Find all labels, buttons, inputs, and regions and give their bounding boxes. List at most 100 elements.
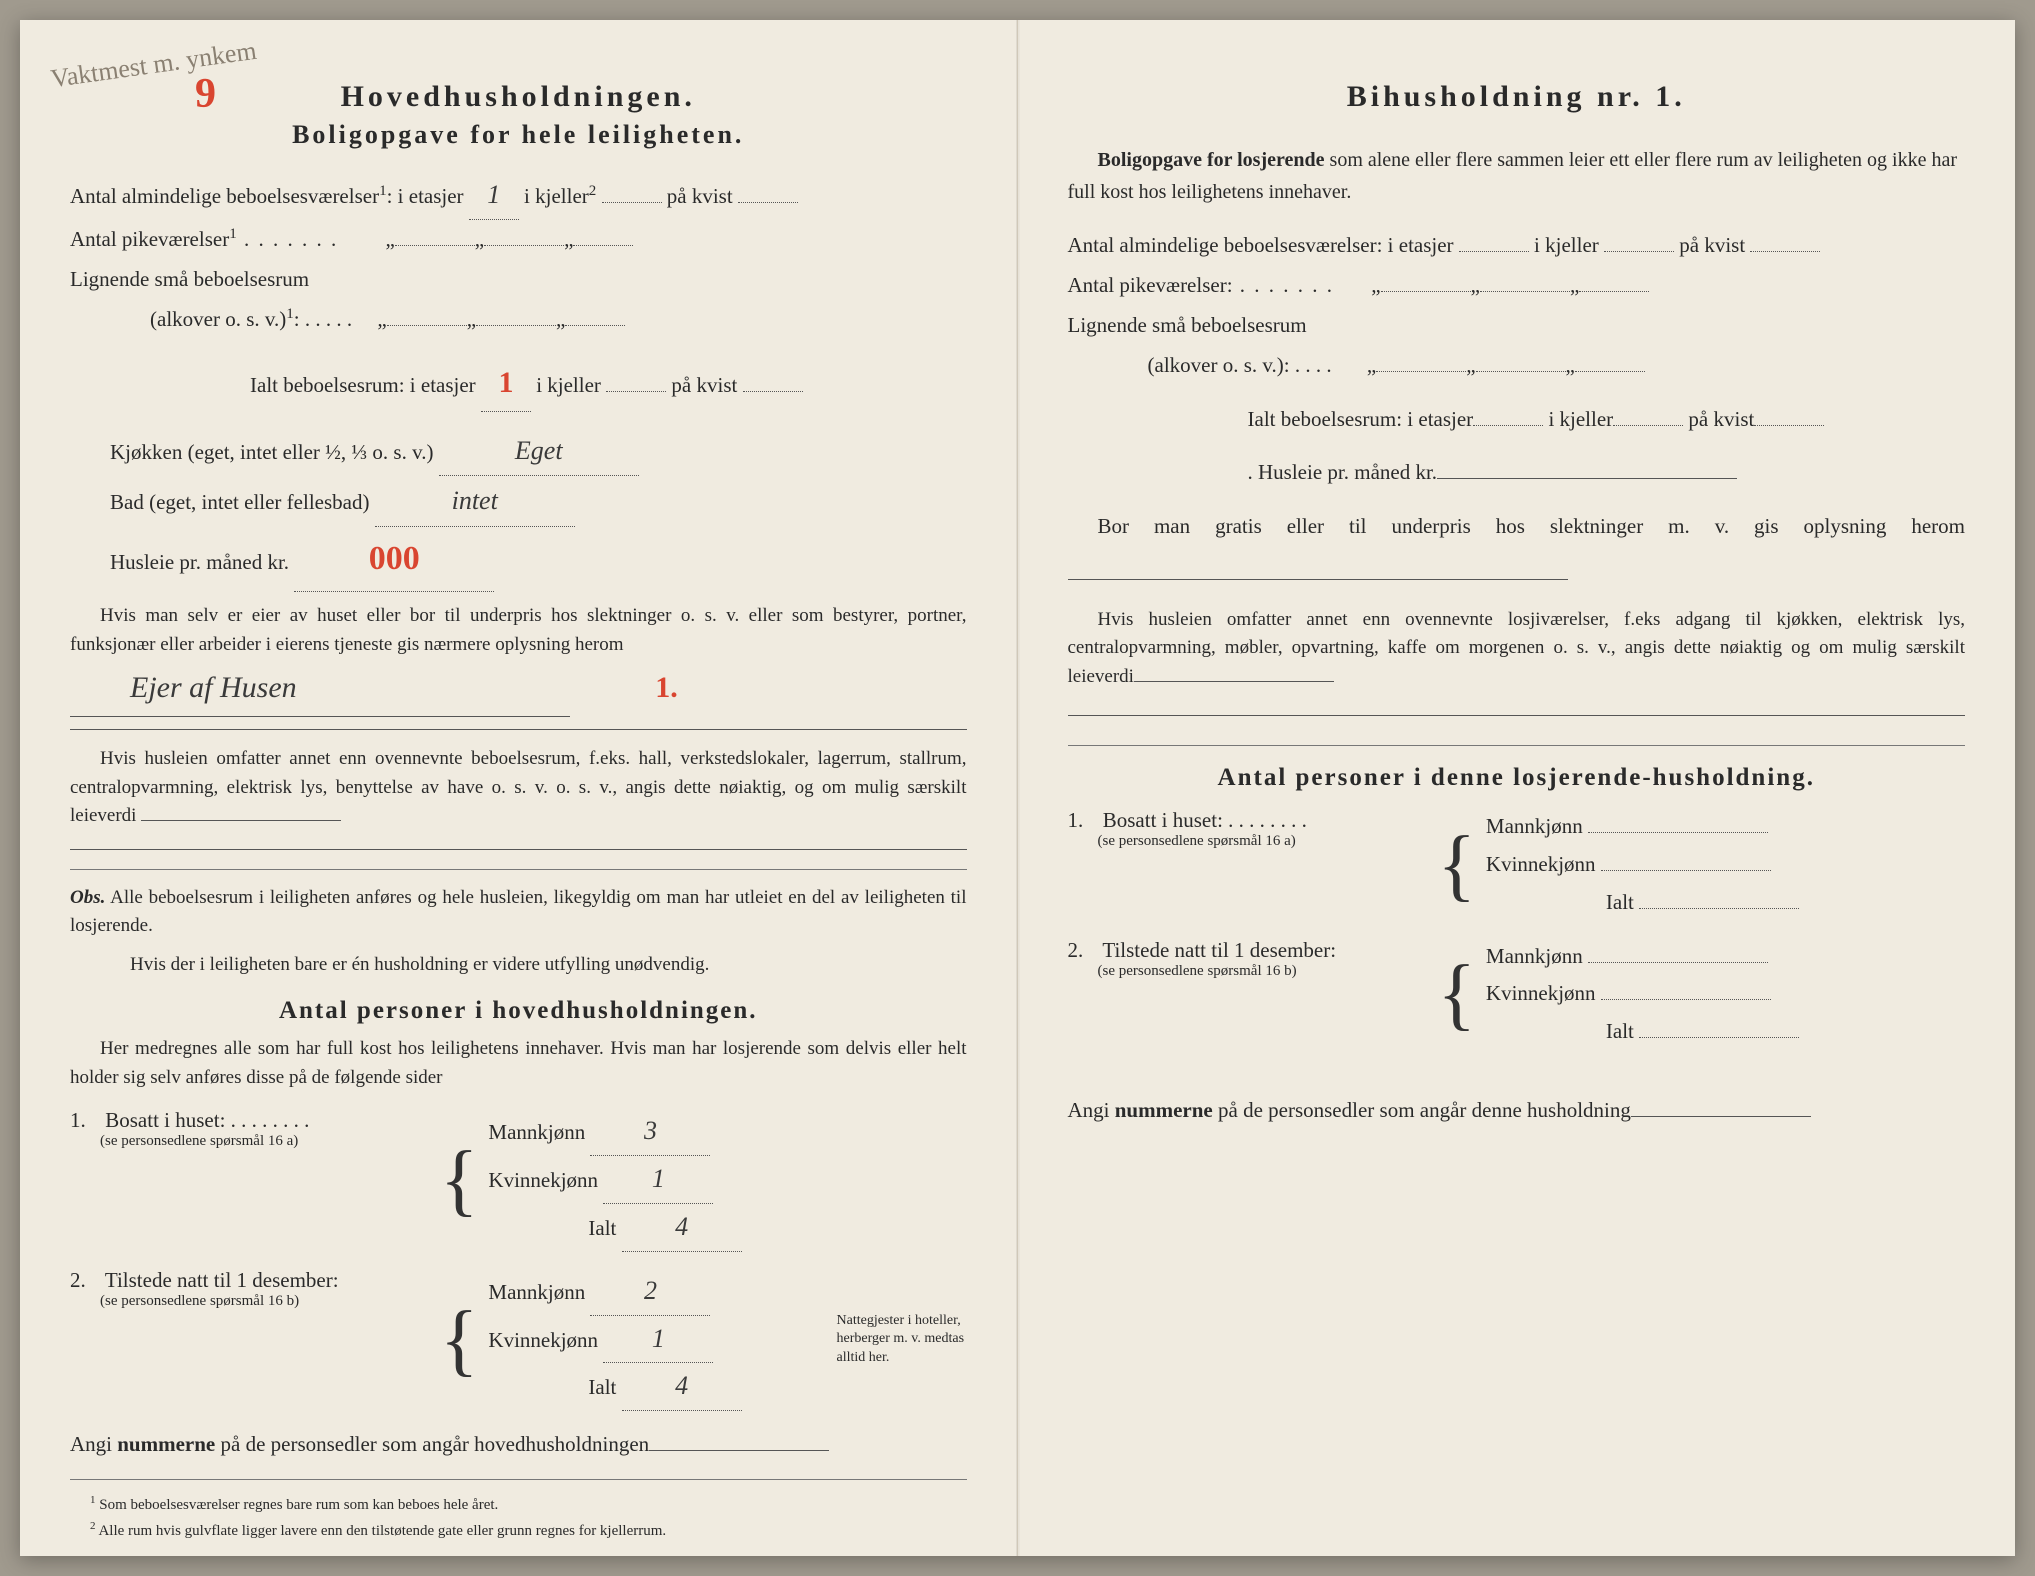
r-gratis-text: Bor man gratis eller til underpris hos s…: [1098, 514, 1966, 538]
total-attic-val: [743, 391, 803, 392]
fn2-text: Alle rum hvis gulvflate ligger lavere en…: [98, 1523, 666, 1539]
r-q2-label: Tilstede natt til 1 desember:: [1102, 938, 1336, 962]
r-extra-note: Hvis husleien omfatter annet enn ovennev…: [1068, 606, 1966, 692]
r-total-prefix: Ialt beboelsesrum:: [1248, 407, 1403, 431]
total-cellar-val: [606, 391, 666, 392]
owner-red-one: 1.: [575, 671, 678, 704]
q1-block: 1. Bosatt i huset: . . . . . . . . (se p…: [70, 1108, 967, 1251]
sup2: 2: [589, 183, 597, 199]
r-q1-num: 1.: [1068, 808, 1098, 833]
divider: [70, 869, 967, 870]
footnote-divider: [70, 1479, 967, 1480]
r-q1-male: Mannkjønn: [1486, 814, 1583, 838]
q1-female-val: 1: [603, 1156, 713, 1204]
q1-male-val: 3: [590, 1108, 710, 1156]
r-ordinary-line: Antal almindelige beboelsesværelser: i e…: [1068, 226, 1966, 266]
fn1-text: Som beboelsesværelser regnes bare rum so…: [99, 1497, 498, 1513]
r-divider: [1068, 745, 1966, 746]
r-q2-total: Ialt: [1606, 1019, 1634, 1043]
r-q1-female: Kvinnekjønn: [1486, 852, 1596, 876]
rent-label: Husleie pr. måned kr.: [110, 550, 289, 574]
r-extra-text: Hvis husleien omfatter annet enn ovennev…: [1068, 609, 1966, 687]
total-floors-label: i etasjer: [410, 373, 476, 397]
q1-num: 1.: [70, 1108, 100, 1133]
r-total-attic: på kvist: [1688, 407, 1754, 431]
total-label: Ialt beboelsesrum:: [250, 373, 405, 397]
right-intro: Boligopgave for losjerende som alene ell…: [1068, 144, 1966, 208]
maid-label: Antal pikeværelser: [70, 227, 229, 251]
q1-total-val: 4: [622, 1204, 742, 1252]
persons-title: Antal personer i hovedhusholdningen.: [70, 997, 967, 1025]
persons-intro: Her medregnes alle som har full kost hos…: [70, 1035, 967, 1092]
floors-label: : i etasjer: [387, 184, 464, 208]
r-q1-sub: (se personsedlene spørsmål 16 a): [1068, 833, 1428, 850]
q2-label: Tilstede natt til 1 desember:: [105, 1268, 339, 1292]
footnote-2: 2 Alle rum hvis gulvflate ligger lavere …: [70, 1520, 967, 1540]
total-cellar-label: i kjeller: [536, 373, 601, 397]
total-rooms-line: Ialt beboelsesrum: i etasjer 1 i kjeller…: [70, 354, 967, 412]
r-q2-block: 2. Tilstede natt til 1 desember: (se per…: [1068, 938, 1966, 1051]
ordinary-rooms-line: Antal almindelige beboelsesværelser 1: i …: [70, 170, 967, 220]
q2-female-label: Kvinnekjønn: [488, 1328, 598, 1352]
floors-val: 1: [469, 170, 519, 220]
bath-val: intet: [375, 476, 575, 526]
r-maid-line: Antal pikeværelser: „„„: [1068, 266, 1966, 306]
kitchen-label: Kjøkken (eget, intet eller ½, ⅓ o. s. v.…: [110, 440, 433, 464]
r-cellar-label: i kjeller: [1534, 233, 1599, 257]
blank-line-2: [70, 849, 967, 850]
attic-label: på kvist: [667, 184, 733, 208]
brace-icon: {: [1428, 962, 1486, 1026]
r-total-line: Ialt beboelsesrum: i etasjer i kjeller p…: [1068, 400, 1966, 440]
r-total-floors: i etasjer: [1407, 407, 1473, 431]
owner-val: Ejer af Husen: [70, 659, 570, 717]
left-subtitle: Boligopgave for hele leiligheten.: [70, 120, 967, 150]
r-q2-num: 2.: [1068, 938, 1098, 963]
brace-icon: {: [1428, 833, 1486, 897]
q1-total-label: Ialt: [588, 1216, 616, 1240]
r-rent-label: Husleie pr. måned kr.: [1258, 460, 1437, 484]
r-persons-title: Antal personer i denne losjerende-hushol…: [1068, 764, 1966, 792]
q2-male-val: 2: [590, 1268, 710, 1316]
r-q2-female: Kvinnekjønn: [1486, 981, 1596, 1005]
obs-label: Obs.: [70, 887, 105, 908]
q2-male-label: Mannkjønn: [488, 1280, 585, 1304]
left-page: Vaktmest m. ynkem 9 Hovedhusholdningen. …: [20, 20, 1018, 1556]
r-q2-male: Mannkjønn: [1486, 944, 1583, 968]
cellar-label: i kjeller: [524, 184, 589, 208]
bath-line: Bad (eget, intet eller fellesbad) intet: [70, 476, 967, 526]
owner-note: Hvis man selv er eier av huset eller bor…: [70, 602, 967, 659]
blank-line: [70, 729, 967, 730]
q2-total-label: Ialt: [588, 1375, 616, 1399]
total-attic-label: på kvist: [671, 373, 737, 397]
q2-total-val: 4: [622, 1363, 742, 1411]
q1-sub: (se personsedlene spørsmål 16 a): [70, 1133, 430, 1150]
q2-female-val: 1: [603, 1316, 713, 1364]
extra-note: Hvis husleien omfatter annet enn ovennev…: [70, 745, 967, 831]
r-ordinary-label: Antal almindelige beboelsesværelser: i e…: [1068, 233, 1454, 257]
r-similar-label: Lignende små beboelsesrum: [1068, 306, 1966, 346]
r-q1-block: 1. Bosatt i huset: . . . . . . . . (se p…: [1068, 808, 1966, 921]
ordinary-label: Antal almindelige beboelsesværelser: [70, 184, 379, 208]
alcove-line: (alkover o. s. v.)1: . . . . . „„„: [70, 300, 967, 340]
q2-num: 2.: [70, 1268, 100, 1293]
rent-val: 000: [294, 527, 494, 593]
owner-value-line: Ejer af Husen 1.: [70, 659, 967, 717]
r-maid-label: Antal pikeværelser:: [1068, 273, 1233, 297]
r-q1-total: Ialt: [1606, 890, 1634, 914]
q2-block: 2. Tilstede natt til 1 desember: (se per…: [70, 1268, 967, 1411]
kitchen-val: Eget: [439, 426, 639, 476]
obs-text1: Alle beboelsesrum i leiligheten anføres …: [70, 887, 967, 937]
kitchen-line: Kjøkken (eget, intet eller ½, ⅓ o. s. v.…: [70, 426, 967, 476]
r-q1-label: Bosatt i huset:: [1103, 808, 1223, 832]
cellar-val: [602, 202, 662, 203]
brace-icon: {: [430, 1308, 488, 1372]
r-alcove-line: (alkover o. s. v.): . . . . „„„: [1068, 346, 1966, 386]
alcove-label: (alkover o. s. v.): [150, 307, 286, 331]
similar-rooms-line: Lignende små beboelsesrum: [70, 260, 967, 300]
rent-line: Husleie pr. måned kr. 000: [70, 527, 967, 593]
angi-line: Angi nummerne på de personsedler som ang…: [70, 1425, 967, 1465]
obs-block: Obs. Alle beboelsesrum i leiligheten anf…: [70, 884, 967, 941]
obs-text2: Hvis der i leiligheten bare er én hushol…: [70, 951, 967, 980]
r-q2-sub: (se personsedlene spørsmål 16 b): [1068, 963, 1428, 980]
q1-female-label: Kvinnekjønn: [488, 1168, 598, 1192]
